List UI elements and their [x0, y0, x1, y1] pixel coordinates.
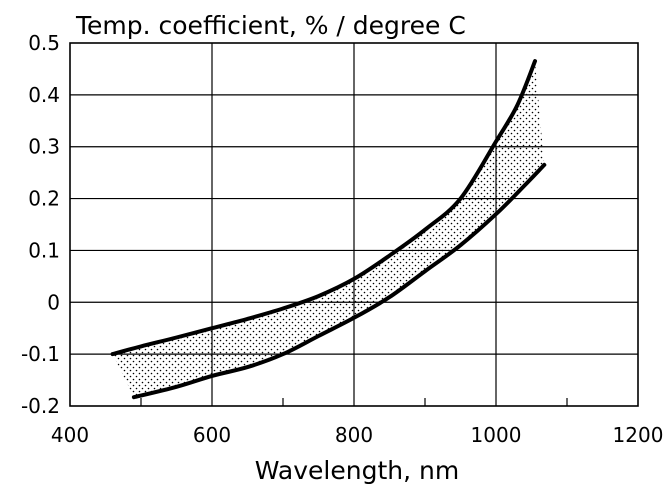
x-tick-label-3: 1000	[471, 423, 522, 447]
x-tick-labels: 400 600 800 1000 1200	[51, 423, 664, 447]
series-group	[110, 59, 547, 400]
y-tick-label-6: -0.1	[21, 342, 60, 366]
x-tick-label-1: 600	[193, 423, 231, 447]
y-tick-label-7: -0.2	[21, 394, 60, 418]
x-tick-label-2: 800	[335, 423, 373, 447]
x-tick-label-4: 1200	[613, 423, 664, 447]
plot-frame	[69, 42, 639, 407]
y-tick-label-4: 0.1	[28, 238, 60, 262]
y-tick-label-0: 0.5	[28, 31, 60, 55]
series-line-lower	[131, 162, 547, 400]
x-axis-label: Wavelength, nm	[255, 456, 459, 485]
series-line-upper	[110, 59, 537, 357]
y-tick-label-3: 0.2	[28, 187, 60, 211]
y-tick-label-2: 0.3	[28, 135, 60, 159]
x-tick-label-0: 400	[51, 423, 89, 447]
y-tick-label-1: 0.4	[28, 83, 60, 107]
y-tick-labels: 0.5 0.4 0.3 0.2 0.1 0 -0.1 -0.2	[21, 31, 60, 418]
grid	[69, 42, 639, 407]
y-tick-label-5: 0	[47, 290, 60, 314]
chart-title: Temp. coefficient, % / degree C	[75, 11, 466, 40]
